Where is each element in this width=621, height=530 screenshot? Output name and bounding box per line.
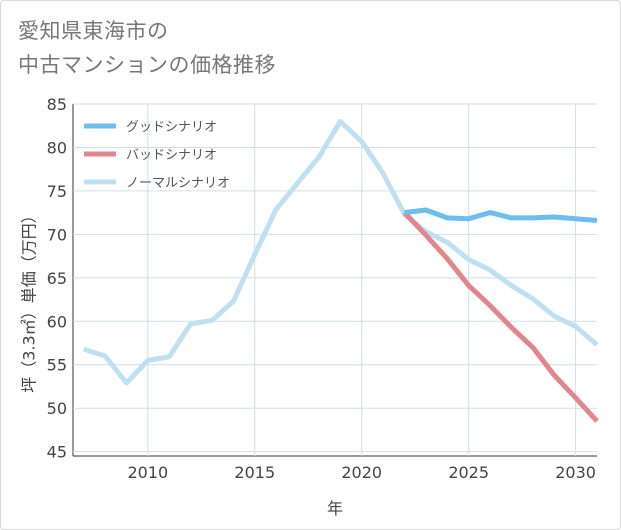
series-line-2 (82, 118, 599, 386)
y-tick-label: 50 (47, 399, 67, 418)
legend-label-0: グッドシナリオ (126, 120, 217, 135)
y-axis-ticks: 45 50 55 60 65 70 75 80 85 (47, 95, 67, 462)
x-tick-label: 2020 (341, 463, 382, 482)
grid-lines (72, 103, 597, 457)
legend-label-1: バッドシナリオ (126, 148, 217, 163)
legend-label-2: ノーマルシナリオ (126, 176, 230, 191)
y-tick-label: 65 (47, 269, 67, 288)
x-tick-label: 2025 (448, 463, 489, 482)
series-line-1 (402, 210, 599, 423)
x-tick-label: 2015 (234, 463, 275, 482)
chart-title: 愛知県東海市の 中古マンションの価格推移 (18, 14, 276, 82)
chart-title-line2: 中古マンションの価格推移 (18, 53, 276, 77)
series-line-0 (404, 207, 598, 223)
x-axis-ticks: 2010 2015 2020 2025 2030 (127, 463, 595, 482)
x-axis-label: 年 (327, 499, 343, 518)
y-axis-label: 坪（3.3㎡）単価（万円） (20, 207, 39, 392)
y-tick-label: 85 (47, 95, 67, 114)
series-lines (82, 118, 599, 423)
y-tick-label: 70 (47, 225, 67, 244)
y-tick-label: 80 (47, 138, 67, 157)
y-tick-label: 75 (47, 182, 67, 201)
x-tick-label: 2010 (127, 463, 168, 482)
x-tick-label: 2030 (555, 463, 596, 482)
y-tick-label: 45 (47, 443, 67, 462)
chart-title-line1: 愛知県東海市の (18, 19, 169, 43)
y-tick-label: 60 (47, 312, 67, 331)
y-tick-label: 55 (47, 356, 67, 375)
